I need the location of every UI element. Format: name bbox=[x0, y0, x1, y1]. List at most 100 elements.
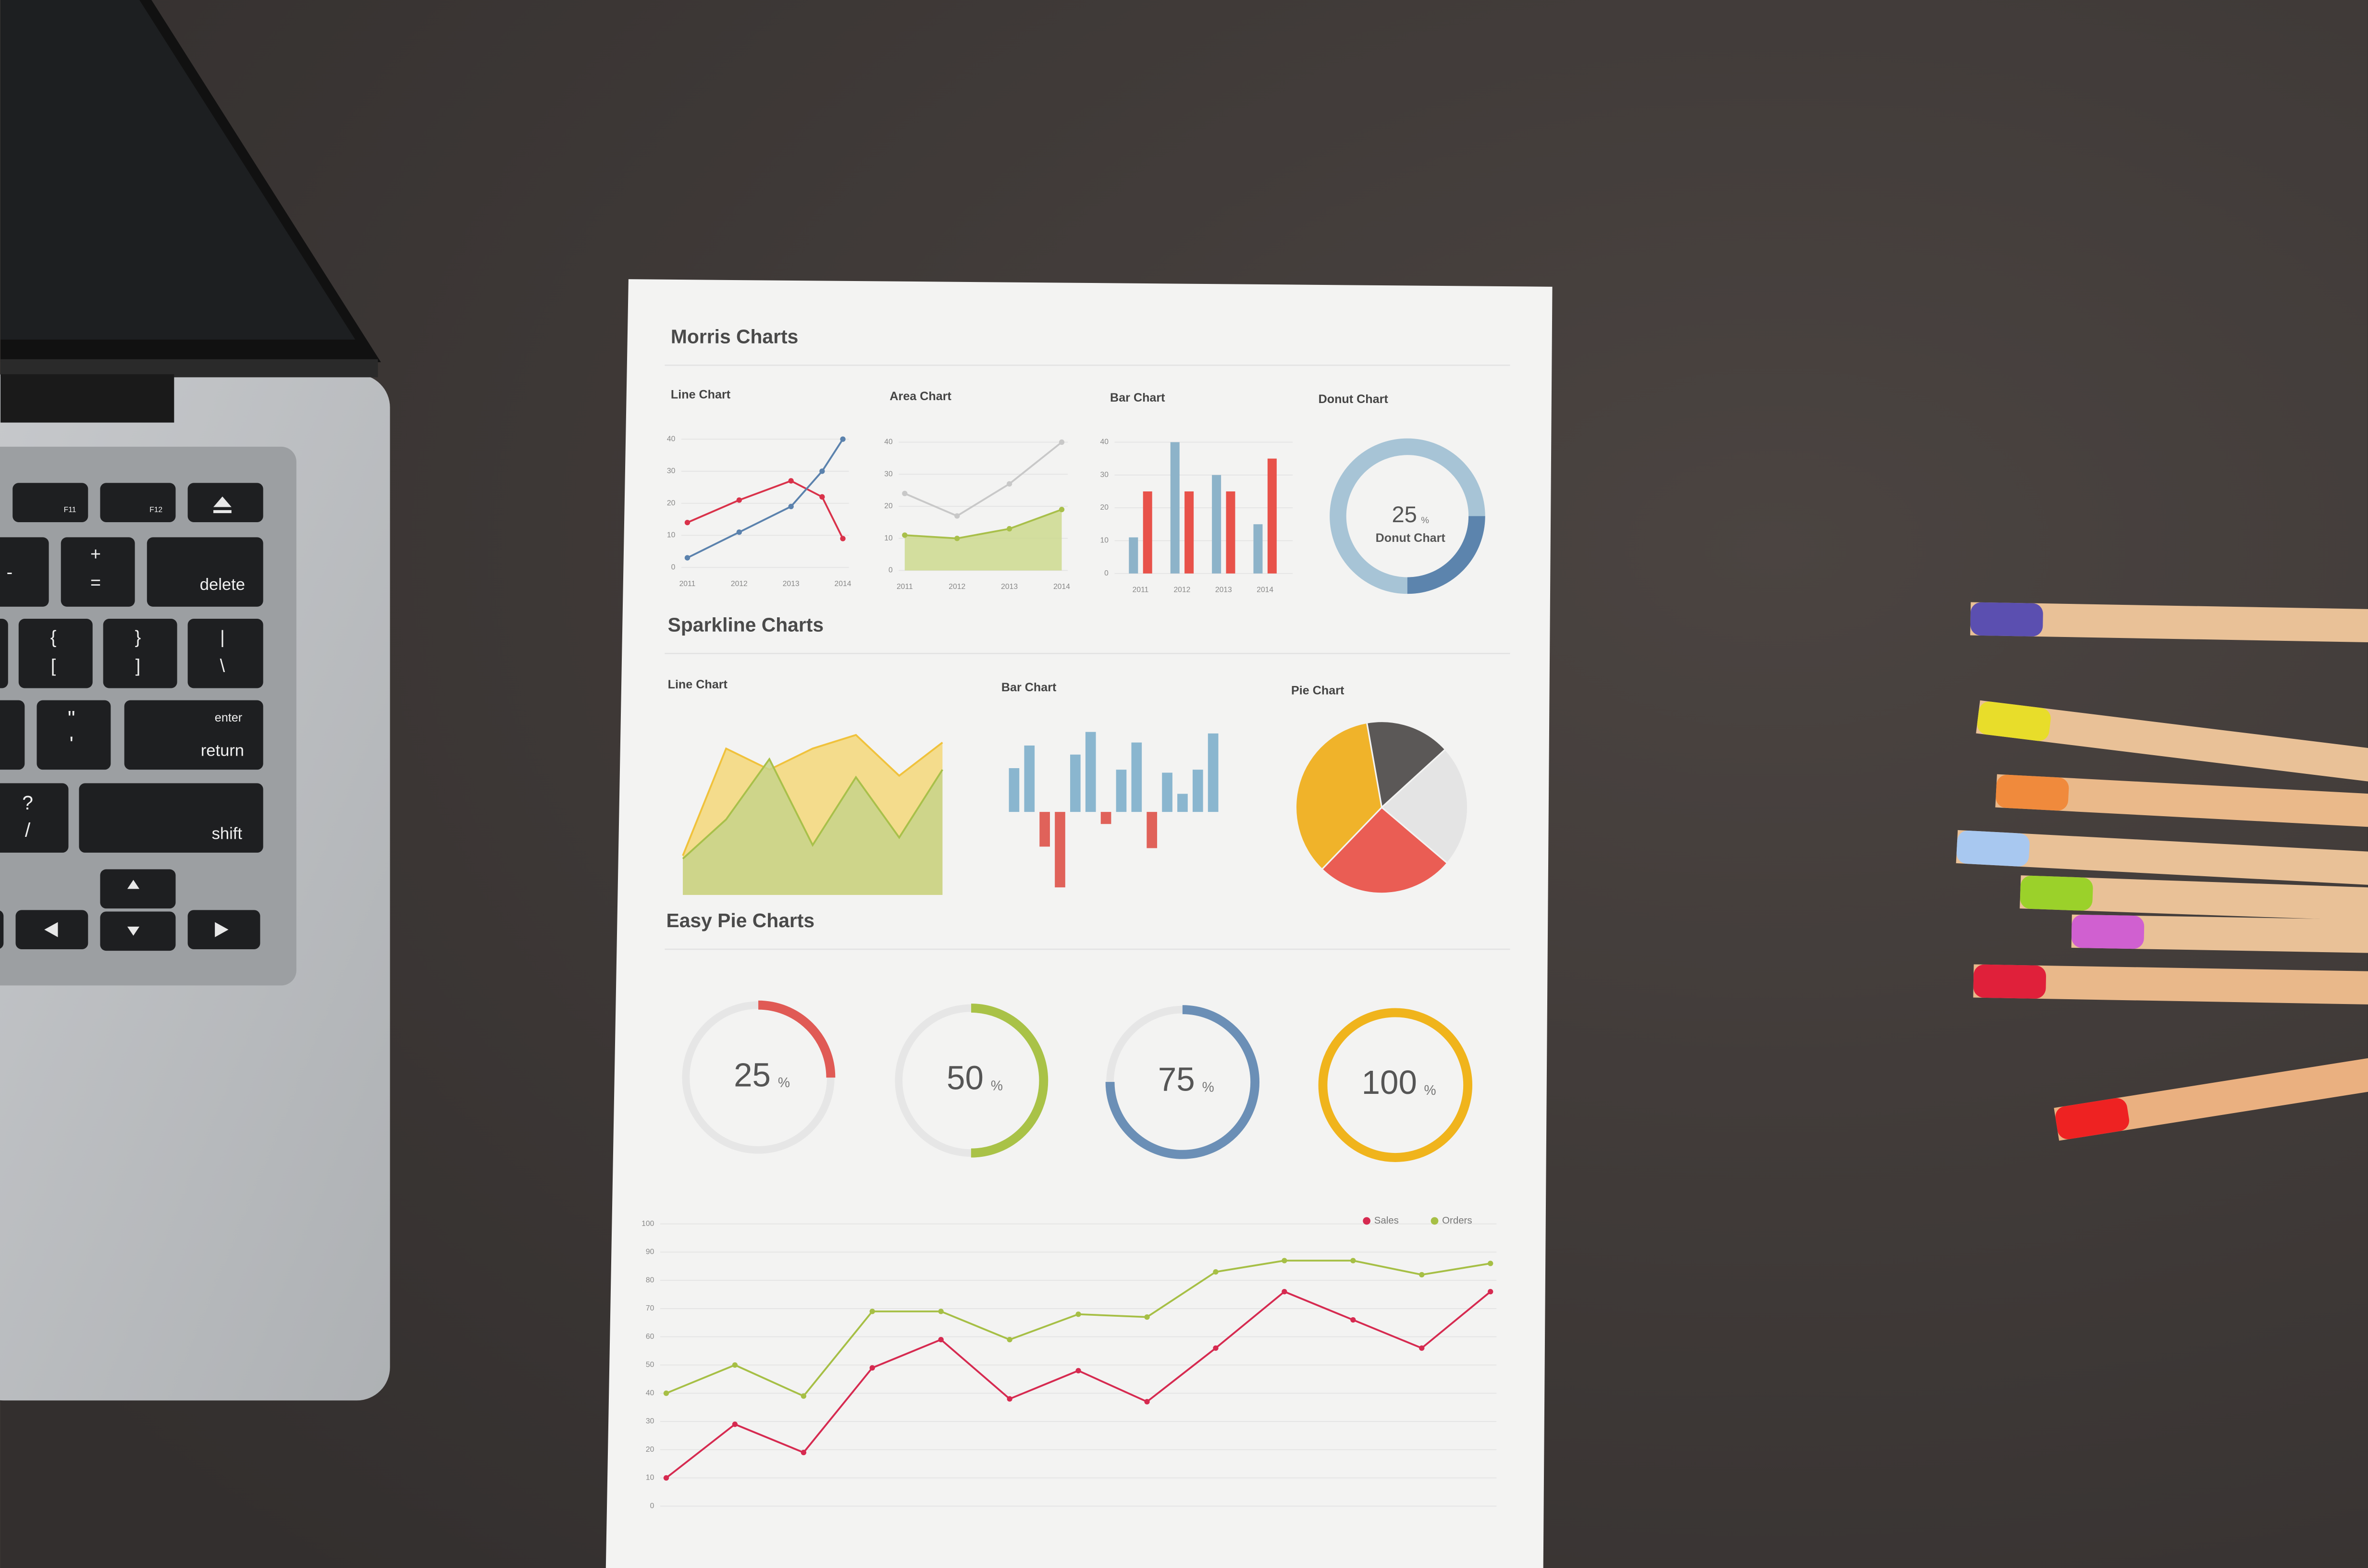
point bbox=[1488, 1289, 1493, 1295]
bar bbox=[1131, 742, 1142, 812]
gauge-arc bbox=[681, 1000, 836, 1155]
point bbox=[801, 1449, 807, 1456]
point bbox=[663, 1475, 669, 1481]
bar bbox=[1192, 770, 1203, 812]
bar bbox=[1129, 537, 1138, 574]
line bbox=[682, 734, 943, 856]
key-label: - bbox=[7, 562, 13, 582]
bar bbox=[1212, 475, 1221, 574]
pie-slice bbox=[1366, 721, 1446, 809]
y-tick-label: 0 bbox=[888, 566, 893, 575]
point bbox=[1282, 1289, 1287, 1295]
paper-sheet bbox=[605, 279, 1553, 1568]
bar bbox=[1177, 794, 1188, 812]
point bbox=[869, 1309, 875, 1314]
key-label: } bbox=[135, 627, 141, 647]
key bbox=[147, 537, 263, 607]
key-label: | bbox=[220, 627, 225, 647]
chart-title: Bar Chart bbox=[1001, 681, 1057, 694]
point bbox=[736, 529, 742, 535]
gauge-value: 100 bbox=[1362, 1064, 1417, 1101]
y-tick-label: 30 bbox=[884, 470, 893, 478]
x-tick-label: 2014 bbox=[1257, 586, 1273, 594]
area bbox=[683, 759, 943, 895]
bar bbox=[1085, 732, 1096, 812]
x-tick-label: 2011 bbox=[1133, 586, 1149, 594]
legend-swatch bbox=[1431, 1217, 1439, 1225]
arrow-left-icon bbox=[44, 922, 58, 937]
chart-title: Bar Chart bbox=[1110, 391, 1165, 404]
point bbox=[938, 1336, 944, 1343]
point bbox=[801, 1393, 807, 1399]
y-tick-label: 50 bbox=[646, 1361, 654, 1369]
x-tick-label: 2013 bbox=[783, 580, 800, 588]
bar bbox=[1143, 491, 1152, 574]
key-label: ' bbox=[70, 733, 74, 756]
arrow-down-icon bbox=[127, 926, 140, 936]
gauge-value: 25 bbox=[734, 1056, 771, 1093]
key bbox=[100, 911, 176, 951]
point bbox=[840, 536, 846, 541]
key bbox=[103, 619, 177, 688]
point bbox=[1213, 1269, 1219, 1275]
y-tick-label: 40 bbox=[884, 438, 893, 446]
point bbox=[1282, 1258, 1287, 1263]
point bbox=[736, 497, 742, 503]
point bbox=[1350, 1258, 1356, 1263]
key bbox=[187, 619, 263, 688]
y-tick-label: 10 bbox=[646, 1474, 654, 1482]
gauge-value: 50 bbox=[947, 1059, 984, 1097]
point bbox=[1006, 526, 1012, 532]
point bbox=[1007, 1396, 1012, 1402]
point bbox=[840, 436, 846, 442]
chart-title: Area Chart bbox=[889, 390, 951, 403]
y-tick-label: 20 bbox=[884, 502, 893, 510]
y-tick-label: 20 bbox=[1100, 503, 1109, 512]
arrow-right-icon bbox=[215, 922, 229, 937]
x-tick-label: 2014 bbox=[1053, 583, 1070, 591]
point bbox=[1007, 1336, 1012, 1343]
key bbox=[0, 537, 49, 607]
donut-segment bbox=[1330, 438, 1485, 594]
y-tick-label: 80 bbox=[646, 1276, 654, 1284]
donut-label: Donut Chart bbox=[1376, 531, 1446, 545]
point bbox=[732, 1421, 738, 1427]
x-tick-label: 2013 bbox=[1001, 583, 1018, 591]
key-label: \ bbox=[220, 655, 225, 675]
section-title: Sparkline Charts bbox=[668, 613, 824, 636]
bar bbox=[1147, 812, 1158, 848]
bar bbox=[1055, 812, 1065, 888]
legend-swatch bbox=[1363, 1217, 1370, 1225]
point bbox=[954, 536, 960, 541]
chart-title: Donut Chart bbox=[1319, 392, 1389, 406]
key-label: enter bbox=[215, 711, 242, 724]
laptop: F11 F12 - + = delete {[}] | \ " ' enter return? / shif… bbox=[0, 0, 390, 1401]
point bbox=[1419, 1345, 1425, 1351]
point bbox=[788, 503, 794, 510]
y-tick-label: 0 bbox=[1104, 569, 1109, 577]
y-tick-label: 30 bbox=[646, 1417, 654, 1425]
y-tick-label: 10 bbox=[667, 531, 676, 539]
eject-icon bbox=[213, 496, 232, 514]
point bbox=[1059, 506, 1065, 513]
point bbox=[902, 532, 908, 538]
screen-reflection bbox=[0, 0, 356, 340]
point bbox=[1144, 1399, 1150, 1405]
key-label: { bbox=[50, 627, 57, 647]
point bbox=[663, 1390, 669, 1396]
bar bbox=[1170, 442, 1180, 574]
point bbox=[1419, 1272, 1425, 1278]
chart-title: Pie Chart bbox=[1291, 684, 1344, 697]
x-tick-label: 2012 bbox=[949, 583, 965, 591]
pie-slice bbox=[1320, 806, 1449, 894]
y-tick-label: 10 bbox=[1100, 537, 1109, 545]
pencil bbox=[2071, 914, 2368, 958]
section-title: Morris Charts bbox=[671, 325, 798, 347]
key bbox=[18, 619, 93, 688]
point bbox=[819, 494, 825, 500]
gauge-unit: % bbox=[778, 1075, 790, 1090]
gauge-unit: % bbox=[1424, 1082, 1436, 1098]
